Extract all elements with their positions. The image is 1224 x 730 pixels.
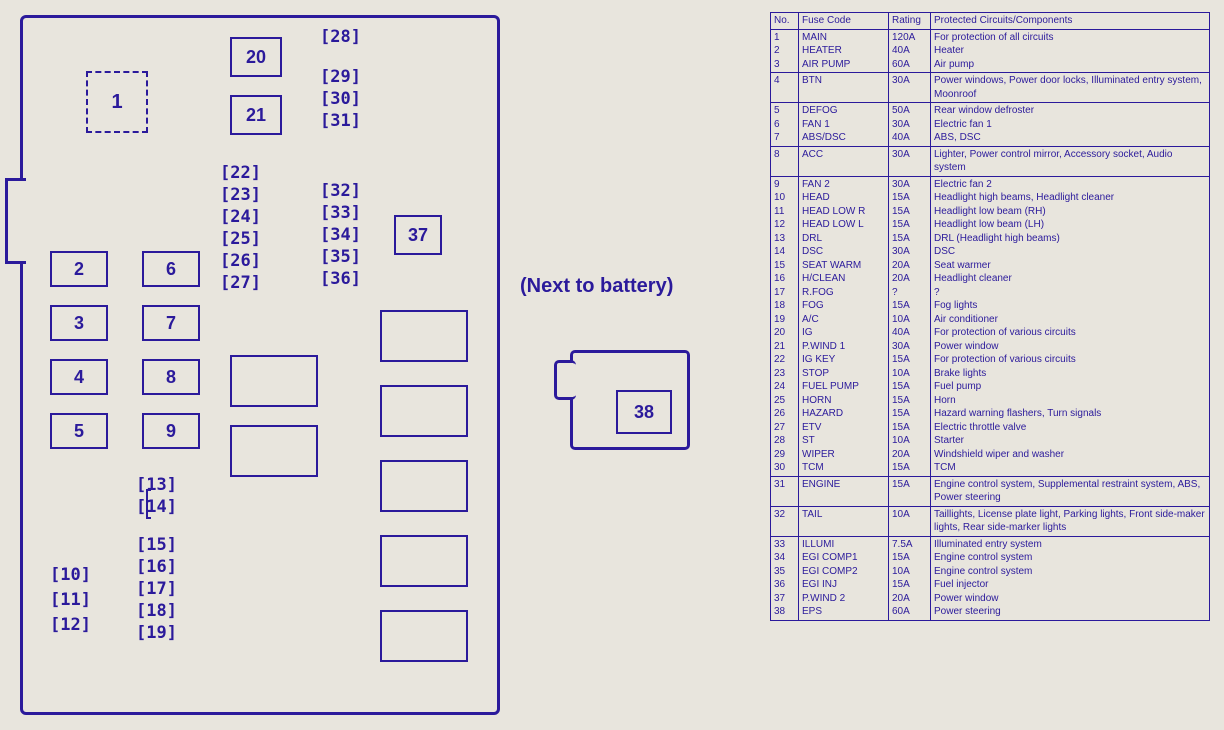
fusebox-diagram: (Next to battery) 1 20 21 37 2 3 4 5 6 7 8 9 [22][23… bbox=[0, 0, 770, 730]
mini-fuse-25: [25] bbox=[220, 229, 261, 249]
cell-rating: 10A bbox=[889, 506, 931, 536]
mini-fuse-10: [10] bbox=[50, 565, 91, 585]
cell-rating: 30A bbox=[889, 73, 931, 103]
cell-desc: Lighter, Power control mirror, Accessory… bbox=[931, 146, 1210, 176]
col-desc: Protected Circuits/Components bbox=[931, 13, 1210, 30]
empty-slot-0 bbox=[230, 355, 318, 407]
cell-no: 8 bbox=[771, 146, 799, 176]
empty-slot-5 bbox=[380, 460, 468, 512]
mini-fuse-34: [34] bbox=[320, 225, 361, 245]
cell-no: 333435363738 bbox=[771, 536, 799, 620]
fuse-slot-8: 8 bbox=[142, 359, 200, 395]
mini-fuse-31: [31] bbox=[320, 111, 361, 131]
mini-fuse-19: [19] bbox=[136, 623, 177, 643]
fuse-slot-37: 37 bbox=[394, 215, 442, 255]
cell-code: BTN bbox=[799, 73, 889, 103]
cell-desc: Electric fan 2Headlight high beams, Head… bbox=[931, 176, 1210, 476]
table-row: 123MAINHEATERAIR PUMP120A40A60AFor prote… bbox=[771, 29, 1210, 73]
cell-no: 123 bbox=[771, 29, 799, 73]
mini-fuse-27: [27] bbox=[220, 273, 261, 293]
empty-slot-1 bbox=[230, 425, 318, 477]
fuse-slot-2: 2 bbox=[50, 251, 108, 287]
cell-desc: Engine control system, Supplemental rest… bbox=[931, 476, 1210, 506]
cell-no: 567 bbox=[771, 103, 799, 147]
fuse-slot-21: 21 bbox=[230, 95, 282, 135]
col-code: Fuse Code bbox=[799, 13, 889, 30]
cell-desc: Illuminated entry systemEngine control s… bbox=[931, 536, 1210, 620]
table-row: 567DEFOGFAN 1ABS/DSC50A30A40ARear window… bbox=[771, 103, 1210, 147]
cell-rating: 15A bbox=[889, 476, 931, 506]
mini-fuse-30: [30] bbox=[320, 89, 361, 109]
mini-fuse-33: [33] bbox=[320, 203, 361, 223]
cell-desc: Taillights, License plate light, Parking… bbox=[931, 506, 1210, 536]
table-row: 333435363738ILLUMIEGI COMP1EGI COMP2EGI … bbox=[771, 536, 1210, 620]
cell-desc: Rear window defrosterElectric fan 1ABS, … bbox=[931, 103, 1210, 147]
cell-code: DEFOGFAN 1ABS/DSC bbox=[799, 103, 889, 147]
cell-no: 32 bbox=[771, 506, 799, 536]
table-row: 31ENGINE15AEngine control system, Supple… bbox=[771, 476, 1210, 506]
cell-no: 31 bbox=[771, 476, 799, 506]
empty-slot-4 bbox=[380, 385, 468, 437]
mini-fuse-24: [24] bbox=[220, 207, 261, 227]
mini-fuse-16: [16] bbox=[136, 557, 177, 577]
mini-fuse-29: [29] bbox=[320, 67, 361, 87]
mini-fuse-28: [28] bbox=[320, 27, 361, 47]
cell-rating: 7.5A15A10A15A20A60A bbox=[889, 536, 931, 620]
col-rating: Rating bbox=[889, 13, 931, 30]
mini-fuse-26: [26] bbox=[220, 251, 261, 271]
cell-code: FAN 2HEADHEAD LOW RHEAD LOW LDRLDSCSEAT … bbox=[799, 176, 889, 476]
fuse-table: No. Fuse Code Rating Protected Circuits/… bbox=[770, 12, 1210, 621]
cell-code: ENGINE bbox=[799, 476, 889, 506]
table-row: 9101112131415161718192021222324252627282… bbox=[771, 176, 1210, 476]
table-row: 4BTN30APower windows, Power door locks, … bbox=[771, 73, 1210, 103]
mini-fuse-36: [36] bbox=[320, 269, 361, 289]
table-row: 8ACC30ALighter, Power control mirror, Ac… bbox=[771, 146, 1210, 176]
cell-no: 4 bbox=[771, 73, 799, 103]
empty-slot-6 bbox=[380, 535, 468, 587]
mini-fuse-35: [35] bbox=[320, 247, 361, 267]
cell-code: ILLUMIEGI COMP1EGI COMP2EGI INJP.WIND 2E… bbox=[799, 536, 889, 620]
diagram-caption: (Next to battery) bbox=[520, 275, 673, 298]
fuse-table-wrap: No. Fuse Code Rating Protected Circuits/… bbox=[770, 12, 1210, 730]
table-row: 32TAIL10ATaillights, License plate light… bbox=[771, 506, 1210, 536]
fuse-slot-20: 20 bbox=[230, 37, 282, 77]
cell-code: TAIL bbox=[799, 506, 889, 536]
mini-fuse-32: [32] bbox=[320, 181, 361, 201]
fuse-slot-9: 9 bbox=[142, 413, 200, 449]
cell-code: ACC bbox=[799, 146, 889, 176]
cell-rating: 120A40A60A bbox=[889, 29, 931, 73]
cell-rating: 30A15A15A15A15A30A20A20A?15A10A40A30A15A… bbox=[889, 176, 931, 476]
empty-slot-7 bbox=[380, 610, 468, 662]
mini-fuse-12: [12] bbox=[50, 615, 91, 635]
fuse-slot-6: 6 bbox=[142, 251, 200, 287]
cell-desc: For protection of all circuitsHeaterAir … bbox=[931, 29, 1210, 73]
col-no: No. bbox=[771, 13, 799, 30]
mini-fuse-23: [23] bbox=[220, 185, 261, 205]
mini-fuse-14: [14] bbox=[136, 497, 177, 517]
fuse-slot-3: 3 bbox=[50, 305, 108, 341]
empty-slot-3 bbox=[380, 310, 468, 362]
mini-fuse-22: [22] bbox=[220, 163, 261, 183]
cell-rating: 30A bbox=[889, 146, 931, 176]
cell-rating: 50A30A40A bbox=[889, 103, 931, 147]
fuse-slot-38: 38 bbox=[616, 390, 672, 434]
mini-fuse-17: [17] bbox=[136, 579, 177, 599]
mini-fuse-18: [18] bbox=[136, 601, 177, 621]
cell-code: MAINHEATERAIR PUMP bbox=[799, 29, 889, 73]
fuse-slot-5: 5 bbox=[50, 413, 108, 449]
cell-no: 9101112131415161718192021222324252627282… bbox=[771, 176, 799, 476]
fuse-slot-4: 4 bbox=[50, 359, 108, 395]
mini-fuse-15: [15] bbox=[136, 535, 177, 555]
mini-fuse-13: [13] bbox=[136, 475, 177, 495]
fuse-slot-7: 7 bbox=[142, 305, 200, 341]
fuse-slot-1: 1 bbox=[86, 71, 148, 133]
cell-desc: Power windows, Power door locks, Illumin… bbox=[931, 73, 1210, 103]
mini-fuse-11: [11] bbox=[50, 590, 91, 610]
